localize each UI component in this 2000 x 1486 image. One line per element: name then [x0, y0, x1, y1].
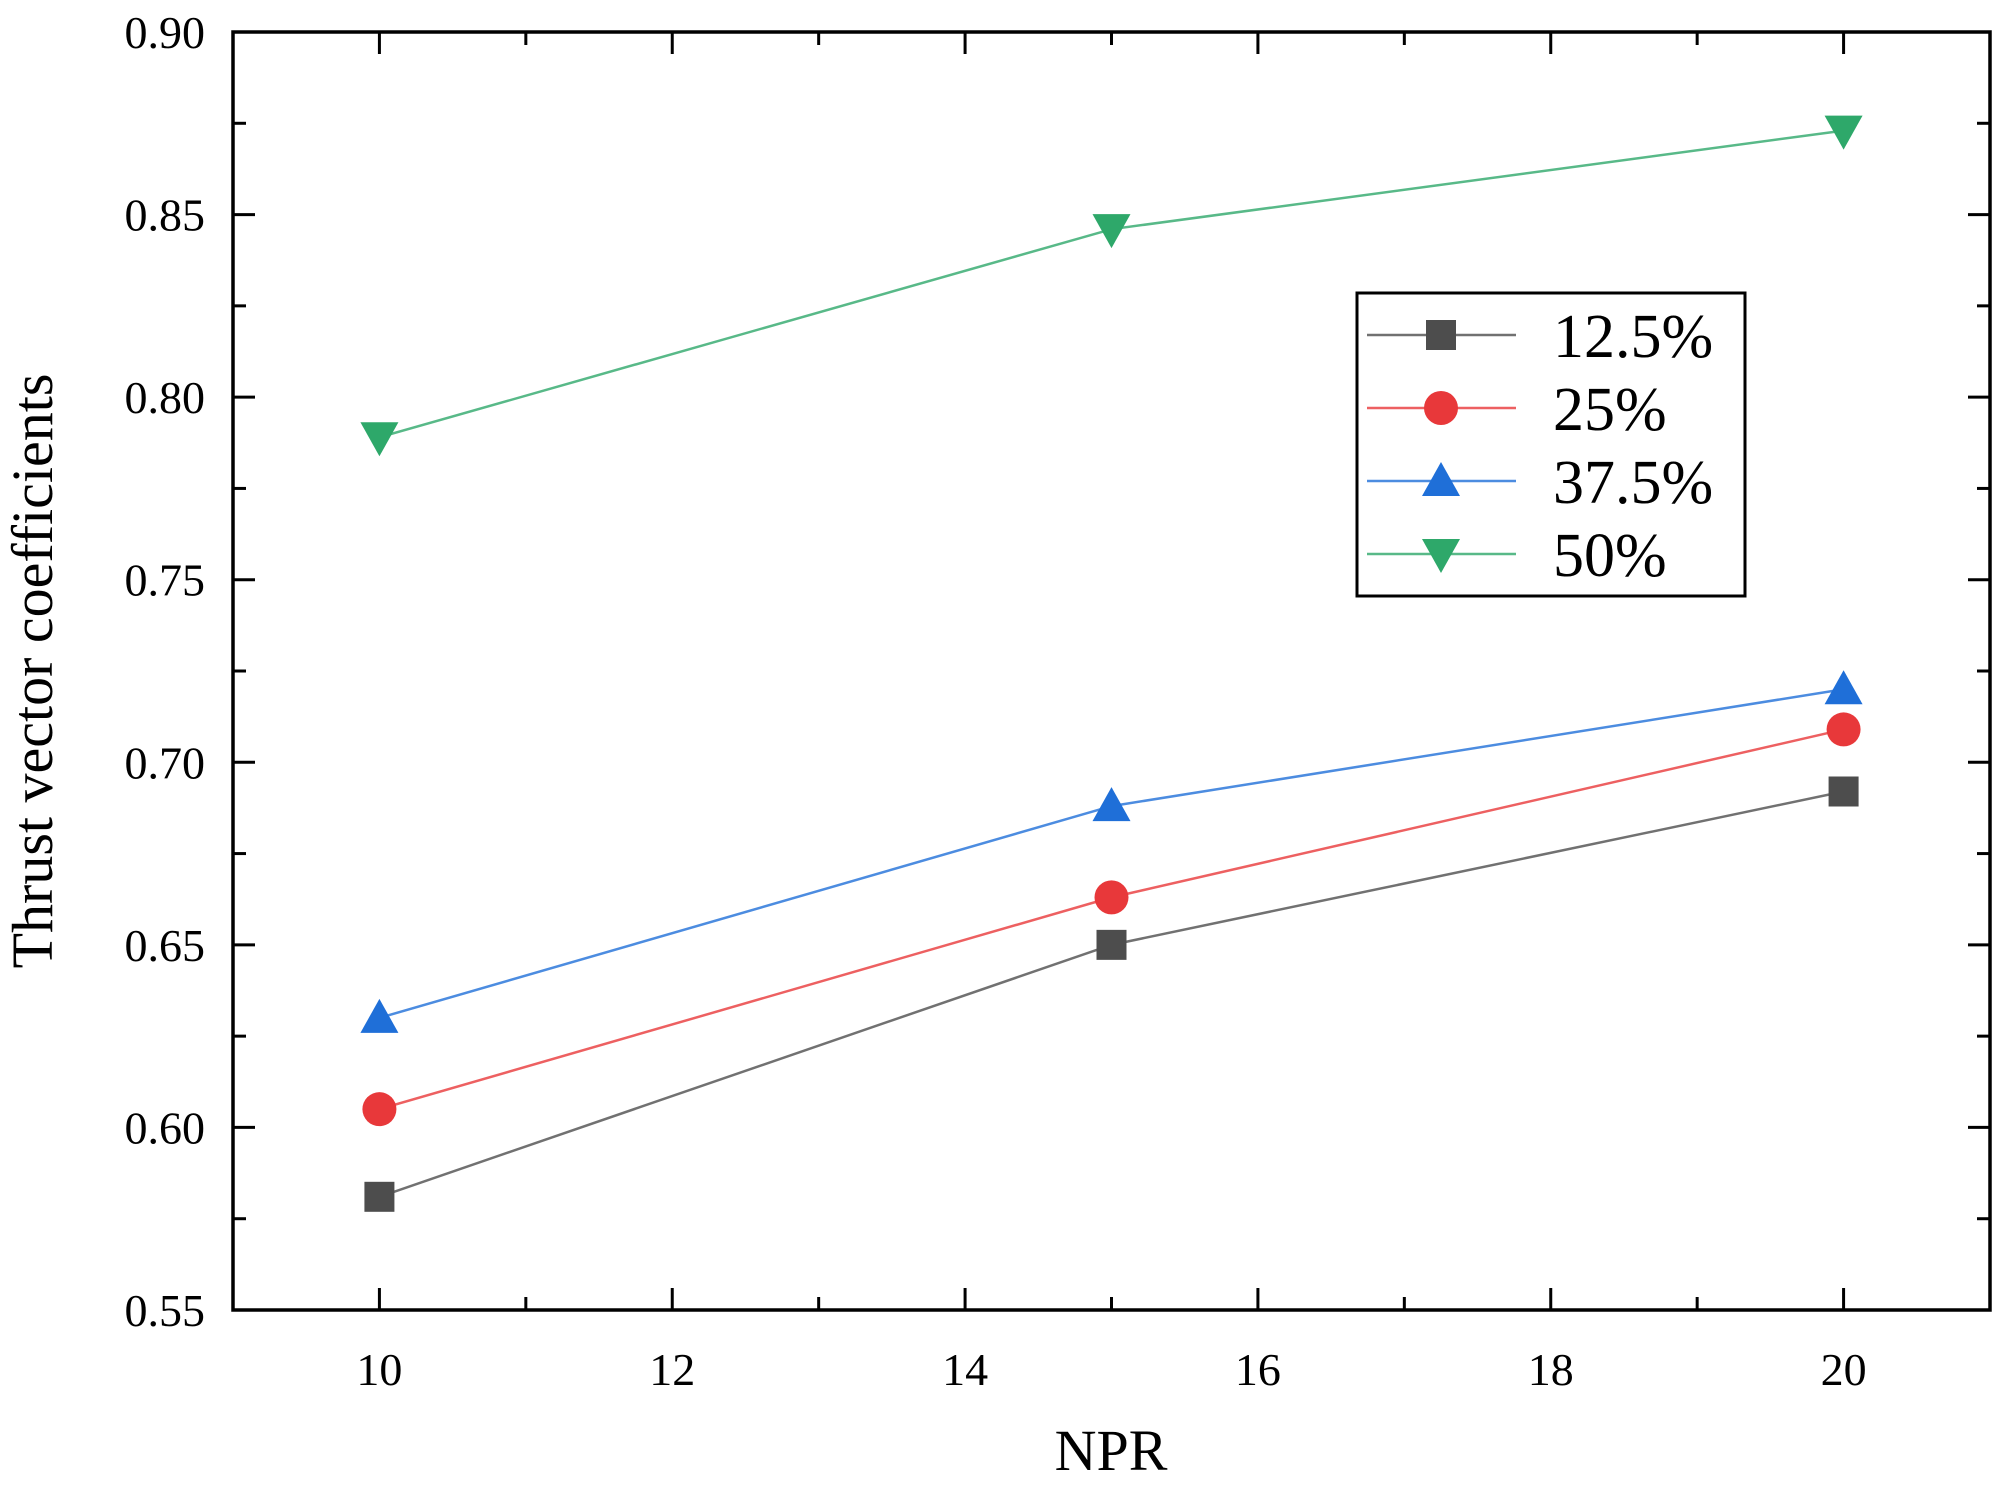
triangle-up-marker	[1092, 787, 1131, 822]
y-tick-label: 0.70	[125, 737, 206, 788]
y-tick-label: 0.75	[125, 555, 206, 606]
series-25%	[362, 712, 1861, 1127]
circle-marker	[362, 1092, 397, 1127]
series-lines	[360, 115, 1863, 1212]
legend-label: 37.5%	[1553, 449, 1713, 517]
legend-label: 25%	[1553, 376, 1667, 444]
x-tick-label: 12	[649, 1344, 695, 1395]
y-tick-label: 0.55	[125, 1285, 206, 1336]
x-tick-label: 20	[1821, 1344, 1867, 1395]
axes: 10 12 14 16 18 20 0.55 0.60 0.65 0.70 0.75 0.80 0.85…	[125, 7, 1992, 1395]
y-tick-label: 0.90	[125, 7, 206, 58]
triangle-up-marker	[360, 998, 399, 1033]
legend-label: 50%	[1553, 522, 1667, 590]
series-50%	[360, 115, 1863, 457]
y-tick-label: 0.85	[125, 190, 206, 241]
circle-marker	[1826, 712, 1861, 747]
y-tick-label: 0.60	[125, 1102, 206, 1153]
x-tick-label: 16	[1235, 1344, 1281, 1395]
triangle-down-marker	[1824, 115, 1863, 150]
x-tick-label: 14	[942, 1344, 988, 1395]
x-tick-label: 10	[356, 1344, 402, 1395]
triangle-down-marker	[360, 422, 399, 457]
square-marker	[364, 1181, 395, 1212]
series-12.5%	[364, 776, 1859, 1212]
series-line	[379, 688, 1844, 1020]
triangle-up-marker	[1422, 462, 1460, 496]
circle-marker	[1424, 391, 1458, 425]
triangle-down-marker	[1422, 539, 1460, 573]
series-line	[379, 728, 1844, 1111]
circle-marker	[1094, 880, 1129, 915]
square-marker	[1426, 320, 1456, 350]
series-line	[379, 790, 1844, 1198]
y-tick-label: 0.80	[125, 372, 206, 423]
y-axis-label: Thrust vector coefficients	[0, 374, 65, 969]
x-tick-label: 18	[1528, 1344, 1574, 1395]
y-tick-label: 0.65	[125, 920, 206, 971]
x-axis-label: NPR	[1055, 1418, 1168, 1483]
square-marker	[1096, 929, 1127, 960]
triangle-down-marker	[1092, 214, 1131, 249]
legend-box	[1355, 291, 1747, 598]
series-37.5%	[360, 670, 1863, 1033]
legend-label: 12.5%	[1553, 303, 1713, 371]
square-marker	[1828, 776, 1859, 807]
triangle-up-marker	[1824, 670, 1863, 705]
legend: 12.5%25%37.5%50%	[1355, 291, 1747, 598]
